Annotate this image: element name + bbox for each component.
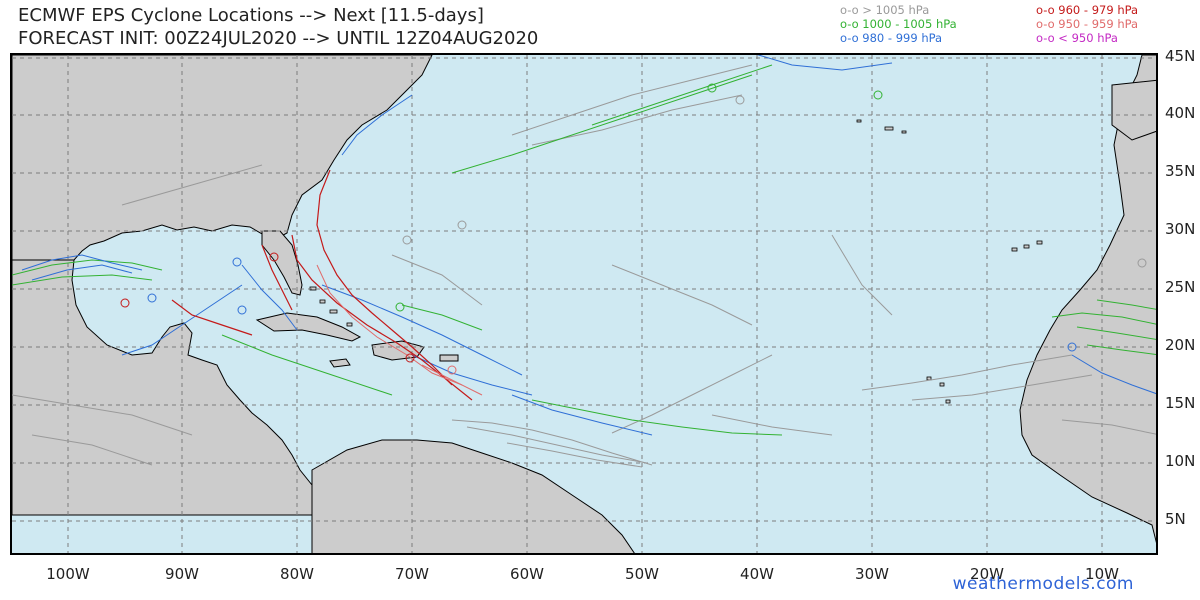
lon-label-80w: 80W [280, 565, 314, 583]
lat-label-15n: 15N [1165, 394, 1196, 412]
legend-item-980-999: o-o 980 - 999 hPa [840, 31, 943, 45]
lon-label-20w: 20W [970, 565, 1004, 583]
lat-label-35n: 35N [1165, 162, 1196, 180]
lat-label-10n: 10N [1165, 452, 1196, 470]
land-jamaica [329, 358, 351, 368]
tracks-green [12, 64, 1156, 436]
land-puerto-rico [439, 354, 459, 362]
land-florida [261, 230, 303, 296]
land-canary-islands [1011, 240, 1043, 252]
lat-lon-grid [12, 55, 1156, 553]
land-mexico [12, 259, 344, 516]
legend-right: o-o 960 - 979 hPa o-o 950 - 959 hPa o-o … [1036, 3, 1138, 45]
lon-label-10w: 10W [1085, 565, 1119, 583]
legend-item-lt950: o-o < 950 hPa [1036, 31, 1118, 45]
lon-label-100w: 100W [46, 565, 90, 583]
lon-label-60w: 60W [510, 565, 544, 583]
lon-label-50w: 50W [625, 565, 659, 583]
land-cuba [255, 312, 362, 342]
land-cape-verde [926, 376, 951, 404]
land-azores [856, 119, 907, 134]
legend-item-960-979: o-o 960 - 979 hPa [1036, 3, 1139, 17]
lon-label-90w: 90W [165, 565, 199, 583]
tracks-blue [21, 55, 1156, 436]
lat-label-40n: 40N [1165, 104, 1196, 122]
map-canvas [12, 55, 1156, 553]
credit-watermark: weathermodels.com [952, 574, 1134, 594]
lat-label-5n: 5N [1165, 510, 1186, 528]
lat-label-30n: 30N [1165, 220, 1196, 238]
land-iberia [1111, 79, 1156, 141]
lon-label-70w: 70W [395, 565, 429, 583]
tracks-gray [12, 64, 1156, 468]
tracks-pink [316, 264, 483, 396]
lat-label-45n: 45N [1165, 47, 1196, 65]
legend-item-1000-1005: o-o 1000 - 1005 hPa [840, 17, 957, 31]
title-line-2: FORECAST INIT: 00Z24JUL2020 --> UNTIL 12… [18, 28, 539, 49]
track-markers [120, 83, 1147, 375]
land-south-america [311, 439, 635, 553]
map-panel [10, 53, 1158, 555]
land-africa [1019, 55, 1156, 544]
legend-left: o-o > 1005 hPa o-o 1000 - 1005 hPa o-o 9… [840, 3, 957, 45]
lon-label-40w: 40W [740, 565, 774, 583]
legend-item-950-959: o-o 950 - 959 hPa [1036, 17, 1139, 31]
title-line-1: ECMWF EPS Cyclone Locations --> Next [11… [18, 5, 484, 26]
chart-title: ECMWF EPS Cyclone Locations --> Next [11… [18, 4, 538, 50]
lat-label-25n: 25N [1165, 278, 1196, 296]
land-north-america [12, 55, 433, 261]
legend-item-gt1005: o-o > 1005 hPa [840, 3, 930, 17]
lon-label-30w: 30W [855, 565, 889, 583]
lat-label-20n: 20N [1165, 336, 1196, 354]
